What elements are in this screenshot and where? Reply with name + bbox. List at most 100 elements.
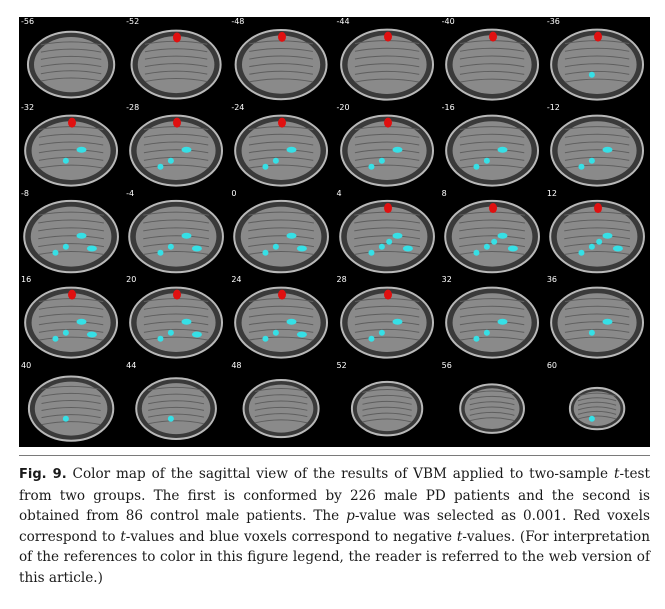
negative-voxel-cluster xyxy=(392,232,402,239)
gyrus-line xyxy=(564,313,630,318)
gyrus-line xyxy=(459,70,524,75)
negative-voxel-cluster xyxy=(157,335,164,342)
brain-tissue xyxy=(241,121,321,180)
brain-slice-image xyxy=(568,386,626,431)
gyrus-line xyxy=(38,211,104,216)
gyrus-line xyxy=(458,227,525,232)
brain-slice-image xyxy=(339,286,434,359)
gyrus-line xyxy=(248,250,315,255)
brain-slice: 56 xyxy=(439,361,544,446)
gyrus-line xyxy=(458,235,525,240)
caption-italic-t: t xyxy=(456,528,463,545)
brain-slice-image xyxy=(444,286,539,359)
slice-coordinate-label: 20 xyxy=(126,275,137,284)
brain-tissue xyxy=(452,293,532,352)
brain-tissue xyxy=(557,293,637,352)
slice-coordinate-label: 24 xyxy=(231,275,242,284)
negative-voxel-cluster xyxy=(192,245,203,252)
gyrus-line xyxy=(40,48,102,53)
brain-slice: -32 xyxy=(19,103,124,188)
gyrus-line xyxy=(41,399,101,404)
brain-tissue xyxy=(30,206,112,267)
gyrus-line xyxy=(469,395,515,400)
positive-voxel-cluster xyxy=(173,289,182,300)
negative-voxel-cluster xyxy=(62,157,69,164)
negative-voxel-cluster xyxy=(262,335,269,342)
negative-voxel-cluster xyxy=(286,318,297,325)
brain-tissue xyxy=(452,35,532,94)
gyrus-line xyxy=(469,417,515,422)
brain-slice-image xyxy=(339,28,434,101)
gyrus-line xyxy=(564,70,630,75)
slice-coordinate-label: 32 xyxy=(441,275,452,284)
gyrus-line xyxy=(564,336,630,341)
brain-slice: -8 xyxy=(19,189,124,274)
gyrus-line xyxy=(41,407,101,412)
negative-voxel-cluster xyxy=(483,329,490,336)
brain-slice: 24 xyxy=(229,275,334,360)
gyrus-line xyxy=(564,126,630,131)
gyrus-line xyxy=(143,321,209,326)
negative-voxel-cluster xyxy=(378,243,385,250)
negative-voxel-cluster xyxy=(62,243,69,250)
negative-voxel-cluster xyxy=(76,232,87,239)
gyrus-line xyxy=(41,392,101,397)
gyrus-line xyxy=(459,336,524,341)
gyrus-line xyxy=(353,227,420,232)
brain-slice-image xyxy=(135,377,218,440)
negative-voxel-cluster xyxy=(168,415,175,422)
brain-slice-image xyxy=(242,379,320,439)
brain-slice-image xyxy=(444,28,539,101)
brain-tissue xyxy=(136,293,216,352)
gyrus-line xyxy=(248,227,315,232)
brain-slice: 28 xyxy=(334,275,439,360)
brain-slice-image xyxy=(549,286,644,359)
brain-slice-image xyxy=(234,28,328,101)
negative-voxel-cluster xyxy=(168,329,175,336)
gyrus-line xyxy=(354,336,419,341)
gyrus-line xyxy=(255,413,308,418)
gyrus-line xyxy=(577,401,617,406)
gyrus-line xyxy=(564,235,630,240)
negative-voxel-cluster xyxy=(192,331,203,338)
gyrus-line xyxy=(143,211,210,216)
negative-voxel-cluster xyxy=(595,238,602,245)
gyrus-line xyxy=(459,149,524,154)
gyrus-line xyxy=(577,406,617,411)
positive-voxel-cluster xyxy=(68,289,77,300)
slice-coordinate-label: 40 xyxy=(21,361,32,370)
gyrus-line xyxy=(564,227,630,232)
brain-slice: -20 xyxy=(334,103,439,188)
brain-tissue xyxy=(347,35,427,94)
gyrus-line xyxy=(577,415,617,420)
gyrus-line xyxy=(354,133,419,138)
gyrus-line xyxy=(459,63,524,68)
gyrus-line xyxy=(249,336,314,341)
slice-coordinate-label: 44 xyxy=(126,361,137,370)
gyrus-line xyxy=(564,164,630,169)
brain-slice-image xyxy=(129,114,224,187)
gyrus-line xyxy=(249,321,314,326)
caption-divider xyxy=(19,455,650,456)
slice-coordinate-label: -44 xyxy=(336,17,350,26)
negative-voxel-cluster xyxy=(473,335,480,342)
negative-voxel-cluster xyxy=(392,318,402,325)
gyrus-line xyxy=(38,321,104,326)
gyrus-line xyxy=(459,78,524,83)
brain-slice: 52 xyxy=(334,361,439,446)
brain-slice-image xyxy=(129,286,224,359)
slice-coordinate-label: -36 xyxy=(546,17,560,26)
gyrus-line xyxy=(564,47,630,52)
gyrus-line xyxy=(143,219,210,224)
brain-tissue xyxy=(347,293,427,352)
brain-slice: -12 xyxy=(544,103,649,188)
gyrus-line xyxy=(248,219,315,224)
negative-voxel-cluster xyxy=(588,415,595,422)
gyrus-line xyxy=(40,77,102,82)
gyrus-line xyxy=(354,321,419,326)
gyrus-line xyxy=(459,321,524,326)
gyrus-line xyxy=(354,55,419,60)
slice-coordinate-label: -32 xyxy=(21,103,35,112)
slice-coordinate-label: 4 xyxy=(336,189,342,198)
gyrus-line xyxy=(255,400,308,405)
